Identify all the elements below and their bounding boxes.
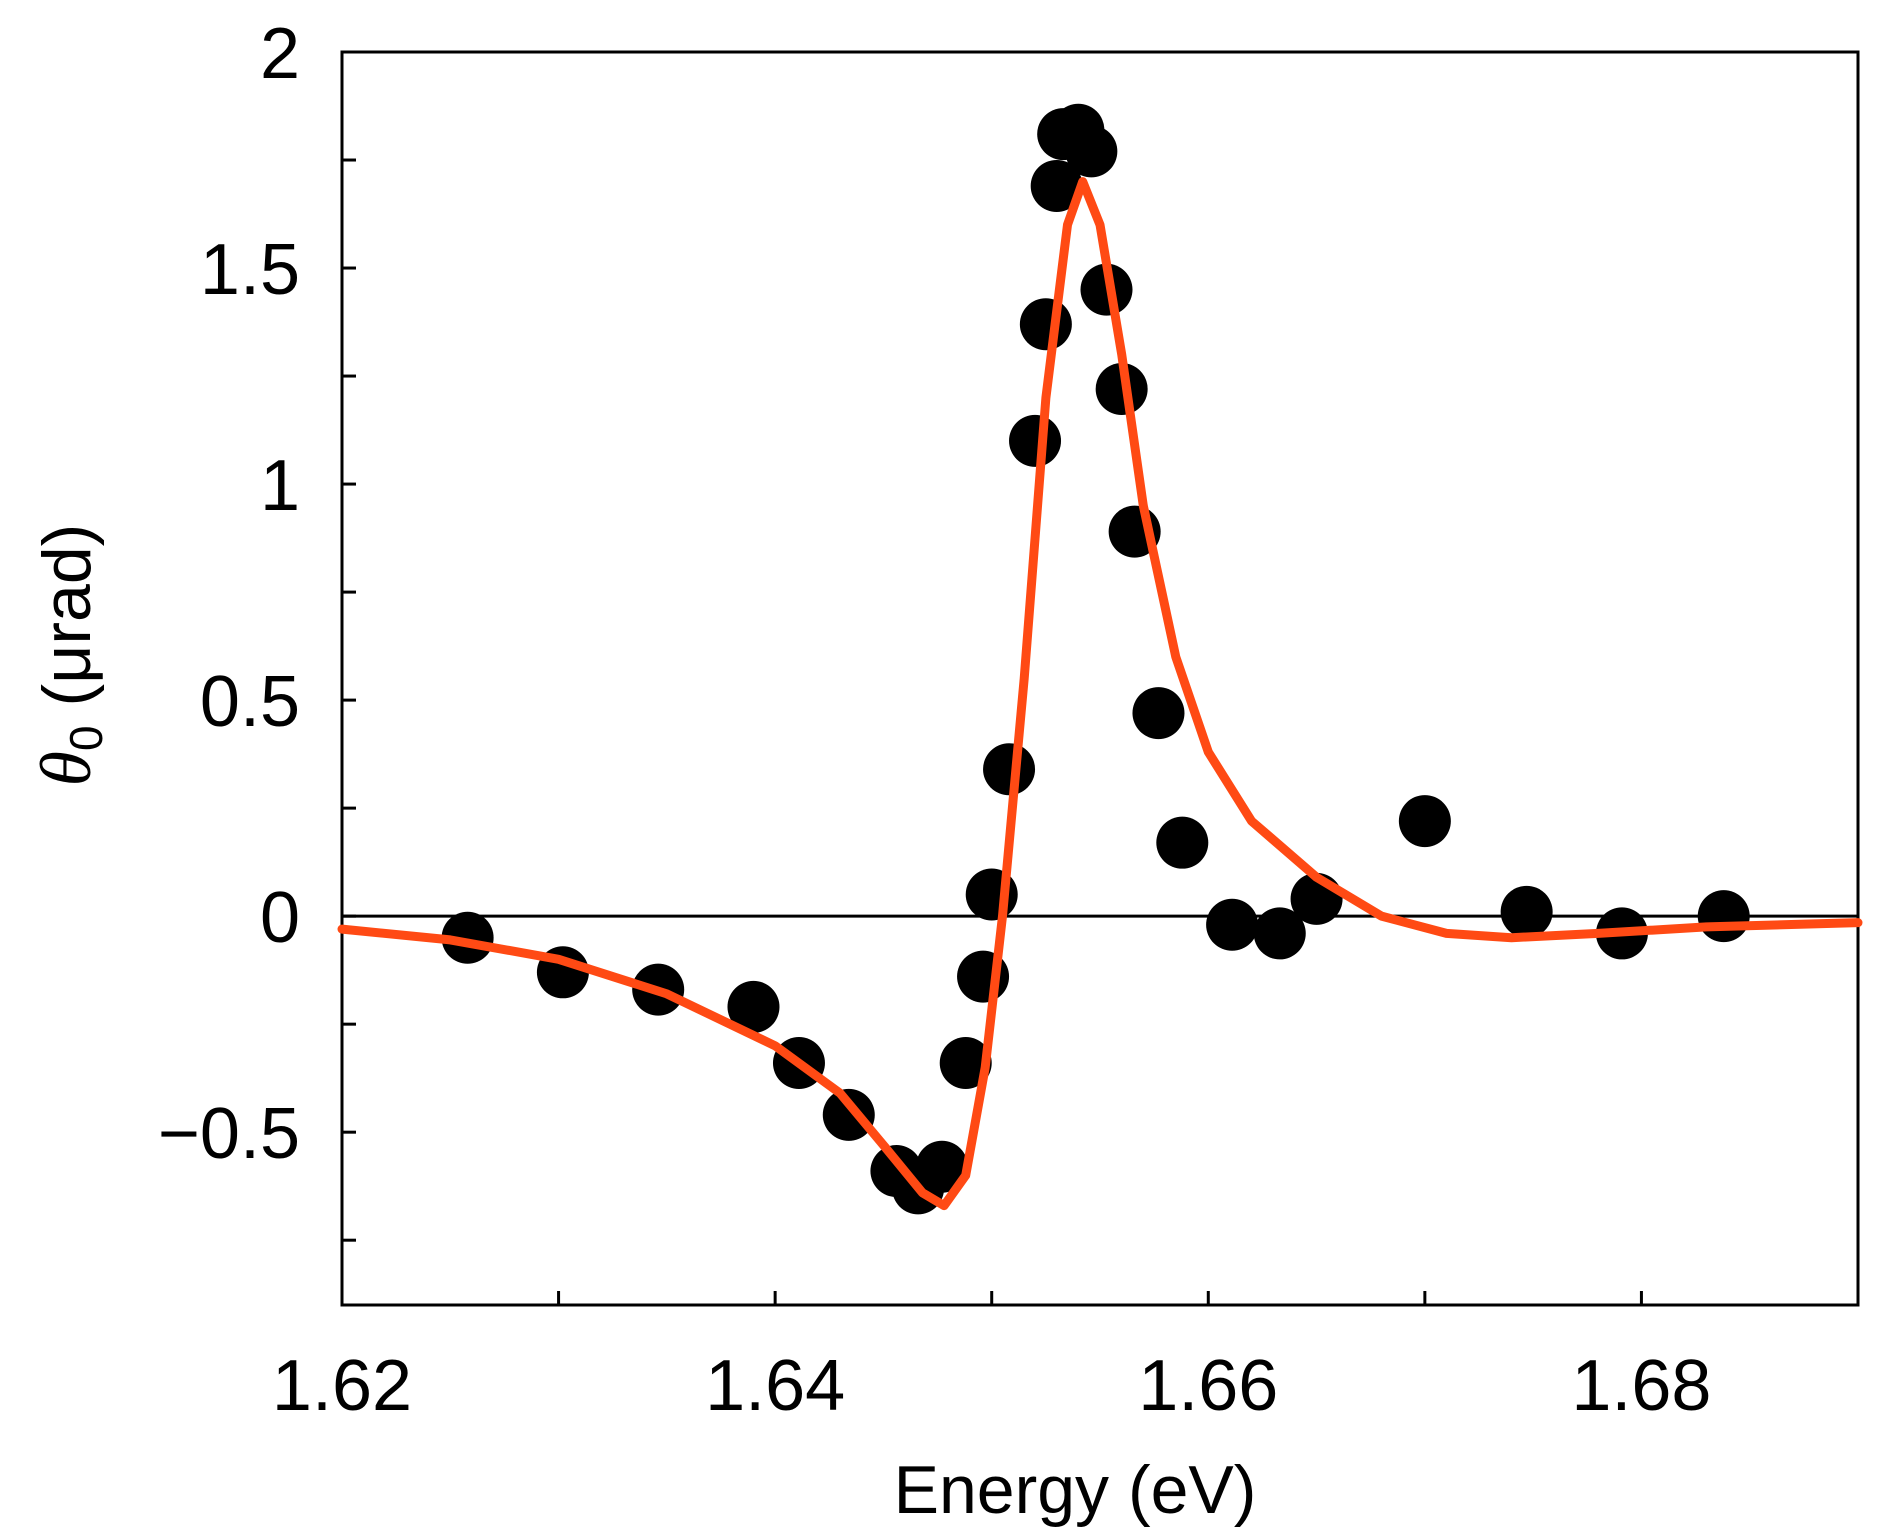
y-axis-title-subscript: 0 [60, 725, 112, 751]
data-point [915, 1140, 968, 1193]
plot-area: 1.62 1.64 1.66 1.68 −0.5 0 0.5 1 1.5 2 [158, 14, 1863, 1426]
plot-frame [340, 50, 1860, 1307]
x-axis-title: Energy (eV) [894, 1452, 1257, 1528]
y-tick-label: 1.5 [200, 230, 300, 310]
data-point [1132, 687, 1185, 740]
data-point [1030, 159, 1083, 212]
x-tick-label: 1.62 [272, 1346, 412, 1426]
x-tick-label: 1.66 [1138, 1346, 1278, 1426]
data-point [1019, 298, 1072, 351]
data-point [983, 743, 1036, 796]
data-point [727, 980, 780, 1033]
data-point [1009, 414, 1062, 467]
fit-line [337, 177, 1863, 1211]
x-tick-label: 1.64 [705, 1346, 845, 1426]
data-point [441, 911, 494, 964]
y-axis-title: θ0 (μrad) [26, 524, 112, 787]
data-point [1206, 898, 1259, 951]
data-point [1697, 890, 1750, 943]
x-tick-label: 1.68 [1571, 1346, 1711, 1426]
y-tick-label: 1 [260, 446, 300, 526]
data-point [1095, 363, 1148, 416]
data-point [1500, 885, 1553, 938]
data-point [1253, 907, 1306, 960]
y-tick-label: 0.5 [200, 662, 300, 742]
data-point [1065, 125, 1118, 178]
y-tick-label: −0.5 [158, 1094, 300, 1174]
data-point [1156, 816, 1209, 869]
y-axis-title-units: (μrad) [29, 524, 105, 726]
y-tick-label: 2 [260, 14, 300, 94]
data-point [822, 1088, 875, 1141]
data-point [1398, 795, 1451, 848]
data-point [939, 1037, 992, 1090]
y-axis-title-symbol: θ [26, 751, 106, 786]
y-tick-label: 0 [260, 878, 300, 958]
